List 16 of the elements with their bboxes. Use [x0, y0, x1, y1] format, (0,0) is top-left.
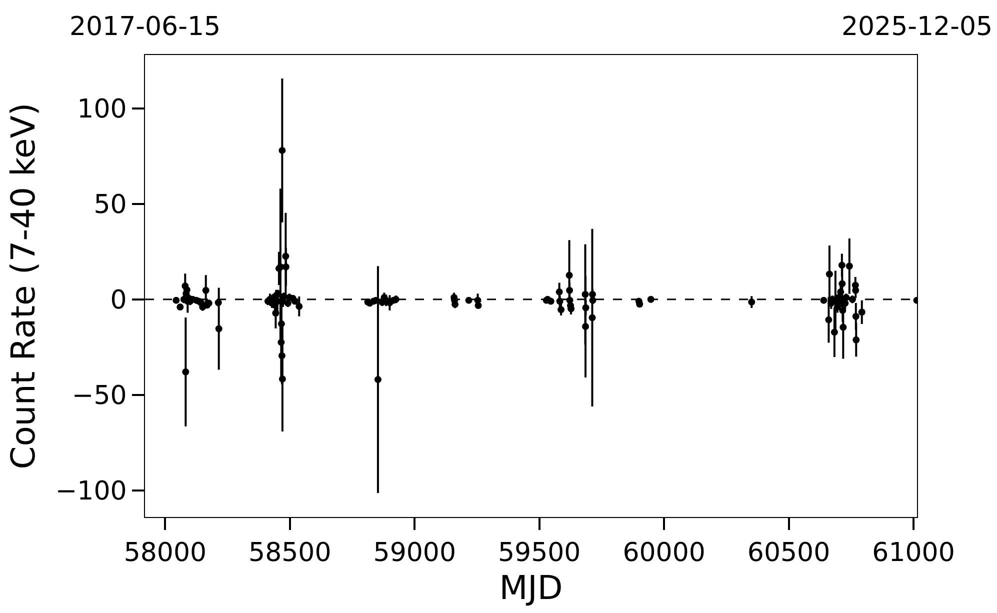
x2-tick-label: 2025-12-05	[841, 12, 993, 42]
y-axis-title: Count Rate (7-40 keV)	[3, 102, 42, 470]
x-tick-label: 58500	[248, 538, 332, 568]
y-tick-label: −100	[55, 476, 127, 506]
x-tick-label: 61000	[872, 538, 955, 568]
x-tick-label: 59000	[373, 538, 456, 568]
x-tick-label: 58000	[124, 538, 207, 568]
x-tick-label: 59500	[498, 538, 581, 568]
x-tick-label: 60500	[747, 538, 830, 568]
y-tick-label: 50	[94, 190, 127, 220]
x2-tick-label: 2017-06-15	[69, 12, 221, 42]
x-tick-label: 60000	[622, 538, 706, 568]
y-tick-label: 100	[77, 94, 127, 125]
x-axis-title: MJD	[499, 568, 563, 608]
y-tick-label: −50	[72, 380, 127, 411]
y-tick-label: 0	[110, 285, 127, 316]
